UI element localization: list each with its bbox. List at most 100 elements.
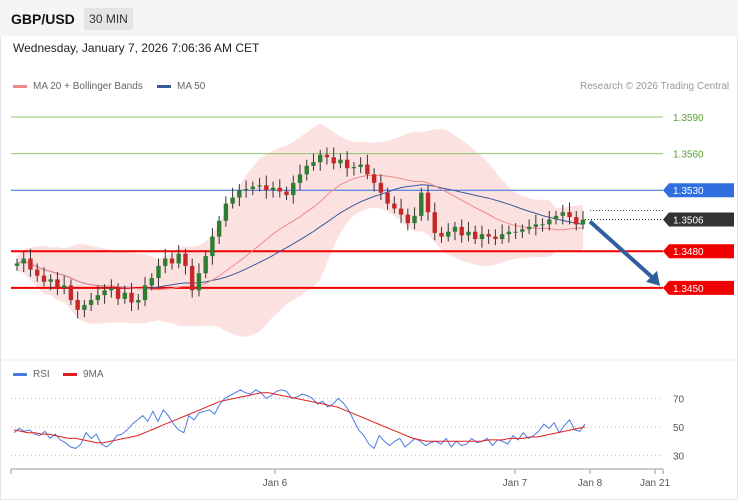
level-tag-1.3480 — [663, 244, 734, 259]
candle-body — [61, 285, 67, 288]
candle-body — [405, 214, 411, 224]
candle-body — [102, 290, 107, 296]
candle-body — [493, 236, 498, 240]
candle-body — [216, 220, 222, 237]
candle-body — [277, 187, 282, 192]
candle-body — [459, 226, 464, 236]
candle-body — [237, 190, 242, 198]
candle-body — [82, 304, 87, 310]
rsi-swatch — [13, 372, 27, 376]
candle-body — [68, 285, 74, 301]
candle-body — [210, 236, 215, 257]
candle-body — [398, 208, 404, 215]
candle-body — [250, 186, 256, 189]
level-tag-1.3506 — [663, 212, 734, 227]
level-label-1.3560: 1.3560 — [673, 150, 704, 161]
candle-body — [365, 164, 370, 175]
candle-body — [412, 215, 417, 224]
candle-body — [297, 174, 303, 183]
candle-body — [520, 229, 525, 232]
candle-body — [149, 278, 154, 286]
candle-body — [203, 256, 208, 274]
x-tick-label: Jan 8 — [578, 478, 603, 489]
candle-body — [452, 226, 458, 232]
candle-body — [48, 279, 53, 282]
level-label-1.3450: 1.3450 — [673, 284, 704, 295]
level-label-1.3480: 1.3480 — [673, 247, 704, 258]
candle-body — [344, 159, 350, 169]
rsi-ma-line — [13, 392, 586, 444]
legend-rsi-ma: 9MA — [63, 369, 104, 380]
candle-body — [331, 157, 336, 164]
candle-body — [540, 224, 545, 226]
candle-body — [115, 287, 121, 299]
candle-body — [243, 188, 249, 191]
candle-body — [580, 219, 586, 225]
candle-body — [567, 212, 572, 218]
timeframe-badge[interactable]: 30 MIN — [84, 8, 133, 30]
ma50-label: MA 50 — [177, 81, 206, 92]
candle-body — [358, 164, 363, 168]
symbol-title: GBP/USD — [11, 11, 75, 27]
candle-body — [189, 265, 195, 291]
candle-body — [472, 231, 478, 240]
candle-body — [183, 253, 188, 266]
candle-body — [142, 285, 148, 301]
candle-body — [270, 187, 276, 191]
candle-body — [479, 234, 485, 240]
candle-body — [392, 203, 397, 209]
credit-text: Research © 2026 Trading Central — [580, 81, 730, 92]
chart-datetime: Wednesday, January 7, 2026 7:06:36 AM CE… — [13, 41, 260, 55]
candle-body — [338, 159, 343, 164]
ma20-swatch — [13, 84, 27, 88]
candle-body — [136, 300, 141, 303]
candle-body — [425, 192, 431, 213]
candle-body — [21, 258, 26, 264]
rsi-ma-label: 9MA — [83, 369, 104, 380]
level-tag-1.3450 — [663, 280, 734, 295]
level-label-1.3530: 1.3530 — [673, 186, 704, 197]
candle-body — [264, 185, 269, 191]
candle-body — [291, 182, 296, 196]
candle-body — [176, 253, 181, 264]
candle-body — [385, 192, 390, 204]
x-tick-label: Jan 6 — [263, 478, 288, 489]
level-label-1.3506: 1.3506 — [673, 216, 704, 227]
candle-body — [547, 219, 552, 225]
rsi-ma-swatch — [63, 372, 77, 376]
candle-body — [223, 203, 229, 221]
candle-body — [486, 234, 491, 237]
candle-body — [324, 154, 330, 158]
candle-body — [35, 269, 40, 276]
candle-body — [169, 258, 175, 264]
x-tick-label: Jan 7 — [503, 478, 528, 489]
candle-body — [75, 300, 80, 310]
candle-body — [95, 295, 101, 301]
forecast-arrow-shaft — [588, 220, 656, 281]
candle-body — [129, 292, 134, 303]
candle-body — [499, 234, 505, 240]
x-tick-label: Jan 21 — [640, 478, 670, 489]
candle-body — [378, 182, 384, 193]
candle-body — [446, 231, 451, 237]
candle-body — [574, 217, 579, 225]
candle-body — [439, 232, 444, 237]
rsi-level-label-30: 30 — [673, 452, 685, 463]
candle-body — [513, 231, 518, 233]
legend-ma50: MA 50 — [157, 81, 205, 92]
candle-body — [553, 215, 559, 220]
candle-body — [88, 300, 94, 305]
forecast-arrow-head — [646, 270, 660, 286]
candle-body — [163, 258, 168, 266]
rsi-line — [13, 389, 586, 450]
candle-body — [28, 258, 33, 270]
chart-header: GBP/USD 30 MIN — [0, 0, 738, 36]
candle-body — [371, 174, 377, 183]
candle-body — [432, 212, 437, 233]
candle-body — [466, 231, 471, 236]
candle-body — [196, 273, 202, 291]
candle-body — [533, 224, 539, 227]
candle-body — [304, 165, 309, 175]
candle-body — [560, 212, 565, 216]
